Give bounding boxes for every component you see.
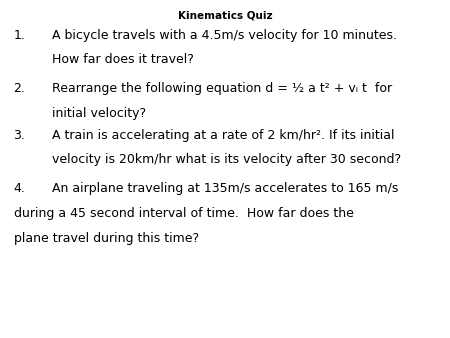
Text: plane travel during this time?: plane travel during this time? bbox=[14, 232, 198, 244]
Text: 3.: 3. bbox=[14, 129, 25, 142]
Text: 4.: 4. bbox=[14, 182, 25, 195]
Text: An airplane traveling at 135m/s accelerates to 165 m/s: An airplane traveling at 135m/s accelera… bbox=[52, 182, 398, 195]
Text: 2.: 2. bbox=[14, 82, 25, 95]
Text: 1.: 1. bbox=[14, 29, 25, 42]
Text: A train is accelerating at a rate of 2 km/hr². If its initial: A train is accelerating at a rate of 2 k… bbox=[52, 129, 394, 142]
Text: How far does it travel?: How far does it travel? bbox=[52, 53, 194, 66]
Text: Rearrange the following equation d = ½ a t² + vᵢ t  for: Rearrange the following equation d = ½ a… bbox=[52, 82, 392, 95]
Text: velocity is 20km/hr what is its velocity after 30 second?: velocity is 20km/hr what is its velocity… bbox=[52, 153, 401, 166]
Text: A bicycle travels with a 4.5m/s velocity for 10 minutes.: A bicycle travels with a 4.5m/s velocity… bbox=[52, 29, 397, 42]
Text: Kinematics Quiz: Kinematics Quiz bbox=[178, 10, 272, 20]
Text: during a 45 second interval of time.  How far does the: during a 45 second interval of time. How… bbox=[14, 207, 353, 220]
Text: initial velocity?: initial velocity? bbox=[52, 107, 146, 120]
